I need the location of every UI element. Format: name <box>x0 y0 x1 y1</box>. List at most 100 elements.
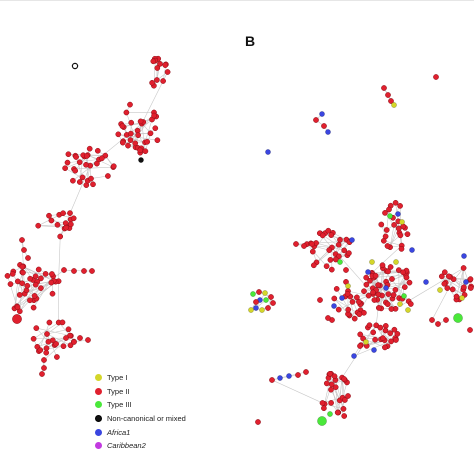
network-node-type-ii <box>366 322 373 329</box>
network-edge <box>441 276 464 291</box>
network-node-type-ii <box>12 314 22 324</box>
network-node-africa1 <box>463 279 469 285</box>
network-node-type-ii <box>393 337 399 343</box>
network-node-type-ii <box>94 147 101 154</box>
network-node-africa1 <box>371 347 377 353</box>
network-node-type-ii <box>392 199 399 206</box>
network-node-type-ii <box>372 272 379 279</box>
network-edge <box>347 290 369 296</box>
network-edge <box>378 282 410 286</box>
network-node-type-ii <box>467 276 474 282</box>
network-node-type-ii <box>63 224 69 231</box>
network-node-type-ii <box>384 301 391 308</box>
network-node-type-ii <box>35 266 42 273</box>
legend: Type I Type II Type III Non-canonical or… <box>95 371 186 453</box>
legend-swatch-type-ii <box>95 387 102 395</box>
network-node-type-ii <box>435 321 441 327</box>
network-edge <box>337 377 343 413</box>
legend-label-caribbean2: Caribbean2 <box>107 441 146 451</box>
network-node-type-iii <box>337 259 343 265</box>
network-node-type-ii <box>39 371 45 377</box>
network-node-type-ii <box>334 409 341 416</box>
network-edge <box>22 266 56 282</box>
network-node-type-ii <box>164 69 171 75</box>
network-node-type-ii <box>68 221 74 228</box>
network-node-type-ii <box>387 264 394 270</box>
network-node-type-ii <box>303 369 309 375</box>
network-node-type-ii <box>401 284 408 290</box>
network-node-africa1 <box>265 149 271 155</box>
network-edge <box>14 281 19 309</box>
network-node-type-ii <box>340 406 347 412</box>
network-edge <box>330 389 345 417</box>
network-edge <box>306 243 327 267</box>
network-node-type-i <box>369 259 375 265</box>
network-node-type-ii <box>331 373 338 380</box>
network-node-type-ii <box>333 286 340 292</box>
network-node-type-ii <box>83 153 90 159</box>
network-edge <box>73 166 114 170</box>
network-node-type-ii <box>14 304 21 311</box>
network-node-type-ii <box>127 137 134 143</box>
network-node-type-ii <box>7 281 14 287</box>
network-edge <box>58 236 61 282</box>
network-node-type-ii <box>67 342 74 349</box>
top-border <box>0 0 474 1</box>
network-node-type-ii <box>397 232 404 239</box>
network-node-type-ii <box>59 319 66 326</box>
network-node-type-ii <box>356 311 363 318</box>
network-node-type-ii <box>27 275 33 282</box>
network-node-type-ii <box>71 339 77 345</box>
network-node-type-ii <box>344 290 351 297</box>
network-node-type-ii <box>67 210 73 216</box>
network-node-type-iii <box>387 213 393 219</box>
network-node-type-i <box>397 301 403 307</box>
network-node-africa1 <box>409 247 415 253</box>
network-node-africa1 <box>331 303 337 309</box>
network-node-type-ii <box>467 327 473 333</box>
network-node-type-i <box>405 307 411 313</box>
network-edge <box>341 325 377 378</box>
network-node-type-ii <box>356 299 362 305</box>
network-node-type-ii <box>375 305 382 311</box>
network-node-type-ii <box>65 151 72 158</box>
network-node-type-ii <box>441 269 448 276</box>
network-node-type-ii <box>71 268 77 274</box>
network-node-type-ii <box>65 326 72 333</box>
network-node-type-ii <box>77 335 83 341</box>
network-node-type-ii <box>317 297 323 303</box>
network-node-type-i <box>248 307 254 313</box>
network-node-type-ii <box>88 175 94 182</box>
network-node-type-ii <box>343 267 349 273</box>
network-node-type-i <box>437 287 443 293</box>
network-node-type-i <box>399 219 405 225</box>
network-node-type-ii <box>392 286 399 293</box>
network-edge <box>36 327 71 336</box>
legend-swatch-type-iii <box>95 401 102 409</box>
network-node-type-i <box>459 295 465 301</box>
network-node-type-ii <box>73 154 79 160</box>
network-node-type-ii <box>337 236 343 243</box>
network-node-type-ii <box>119 123 126 129</box>
network-node-type-ii <box>328 400 334 406</box>
network-node-type-ii <box>105 173 111 179</box>
network-edge <box>67 159 100 163</box>
network-node-type-ii <box>268 294 274 300</box>
network-node-type-ii <box>37 347 44 353</box>
legend-label-type-ii: Type II <box>107 386 130 396</box>
network-node-type-ii <box>325 227 332 234</box>
network-node-type-ii <box>60 343 67 350</box>
network-node-type-ii <box>332 256 339 263</box>
network-edge <box>141 123 146 152</box>
network-node-type-ii <box>326 247 333 253</box>
network-node-type-ii <box>54 354 60 360</box>
network-node-type-ii <box>25 255 31 261</box>
network-node-type-ii <box>76 179 83 185</box>
network-node-type-ii <box>460 265 467 271</box>
network-node-type-ii <box>295 372 301 378</box>
network-node-type-ii <box>331 295 338 302</box>
network-edge <box>7 275 18 307</box>
network-node-type-i <box>393 259 399 265</box>
network-node-type-ii <box>438 273 445 280</box>
network-node-type-ii <box>371 297 378 303</box>
